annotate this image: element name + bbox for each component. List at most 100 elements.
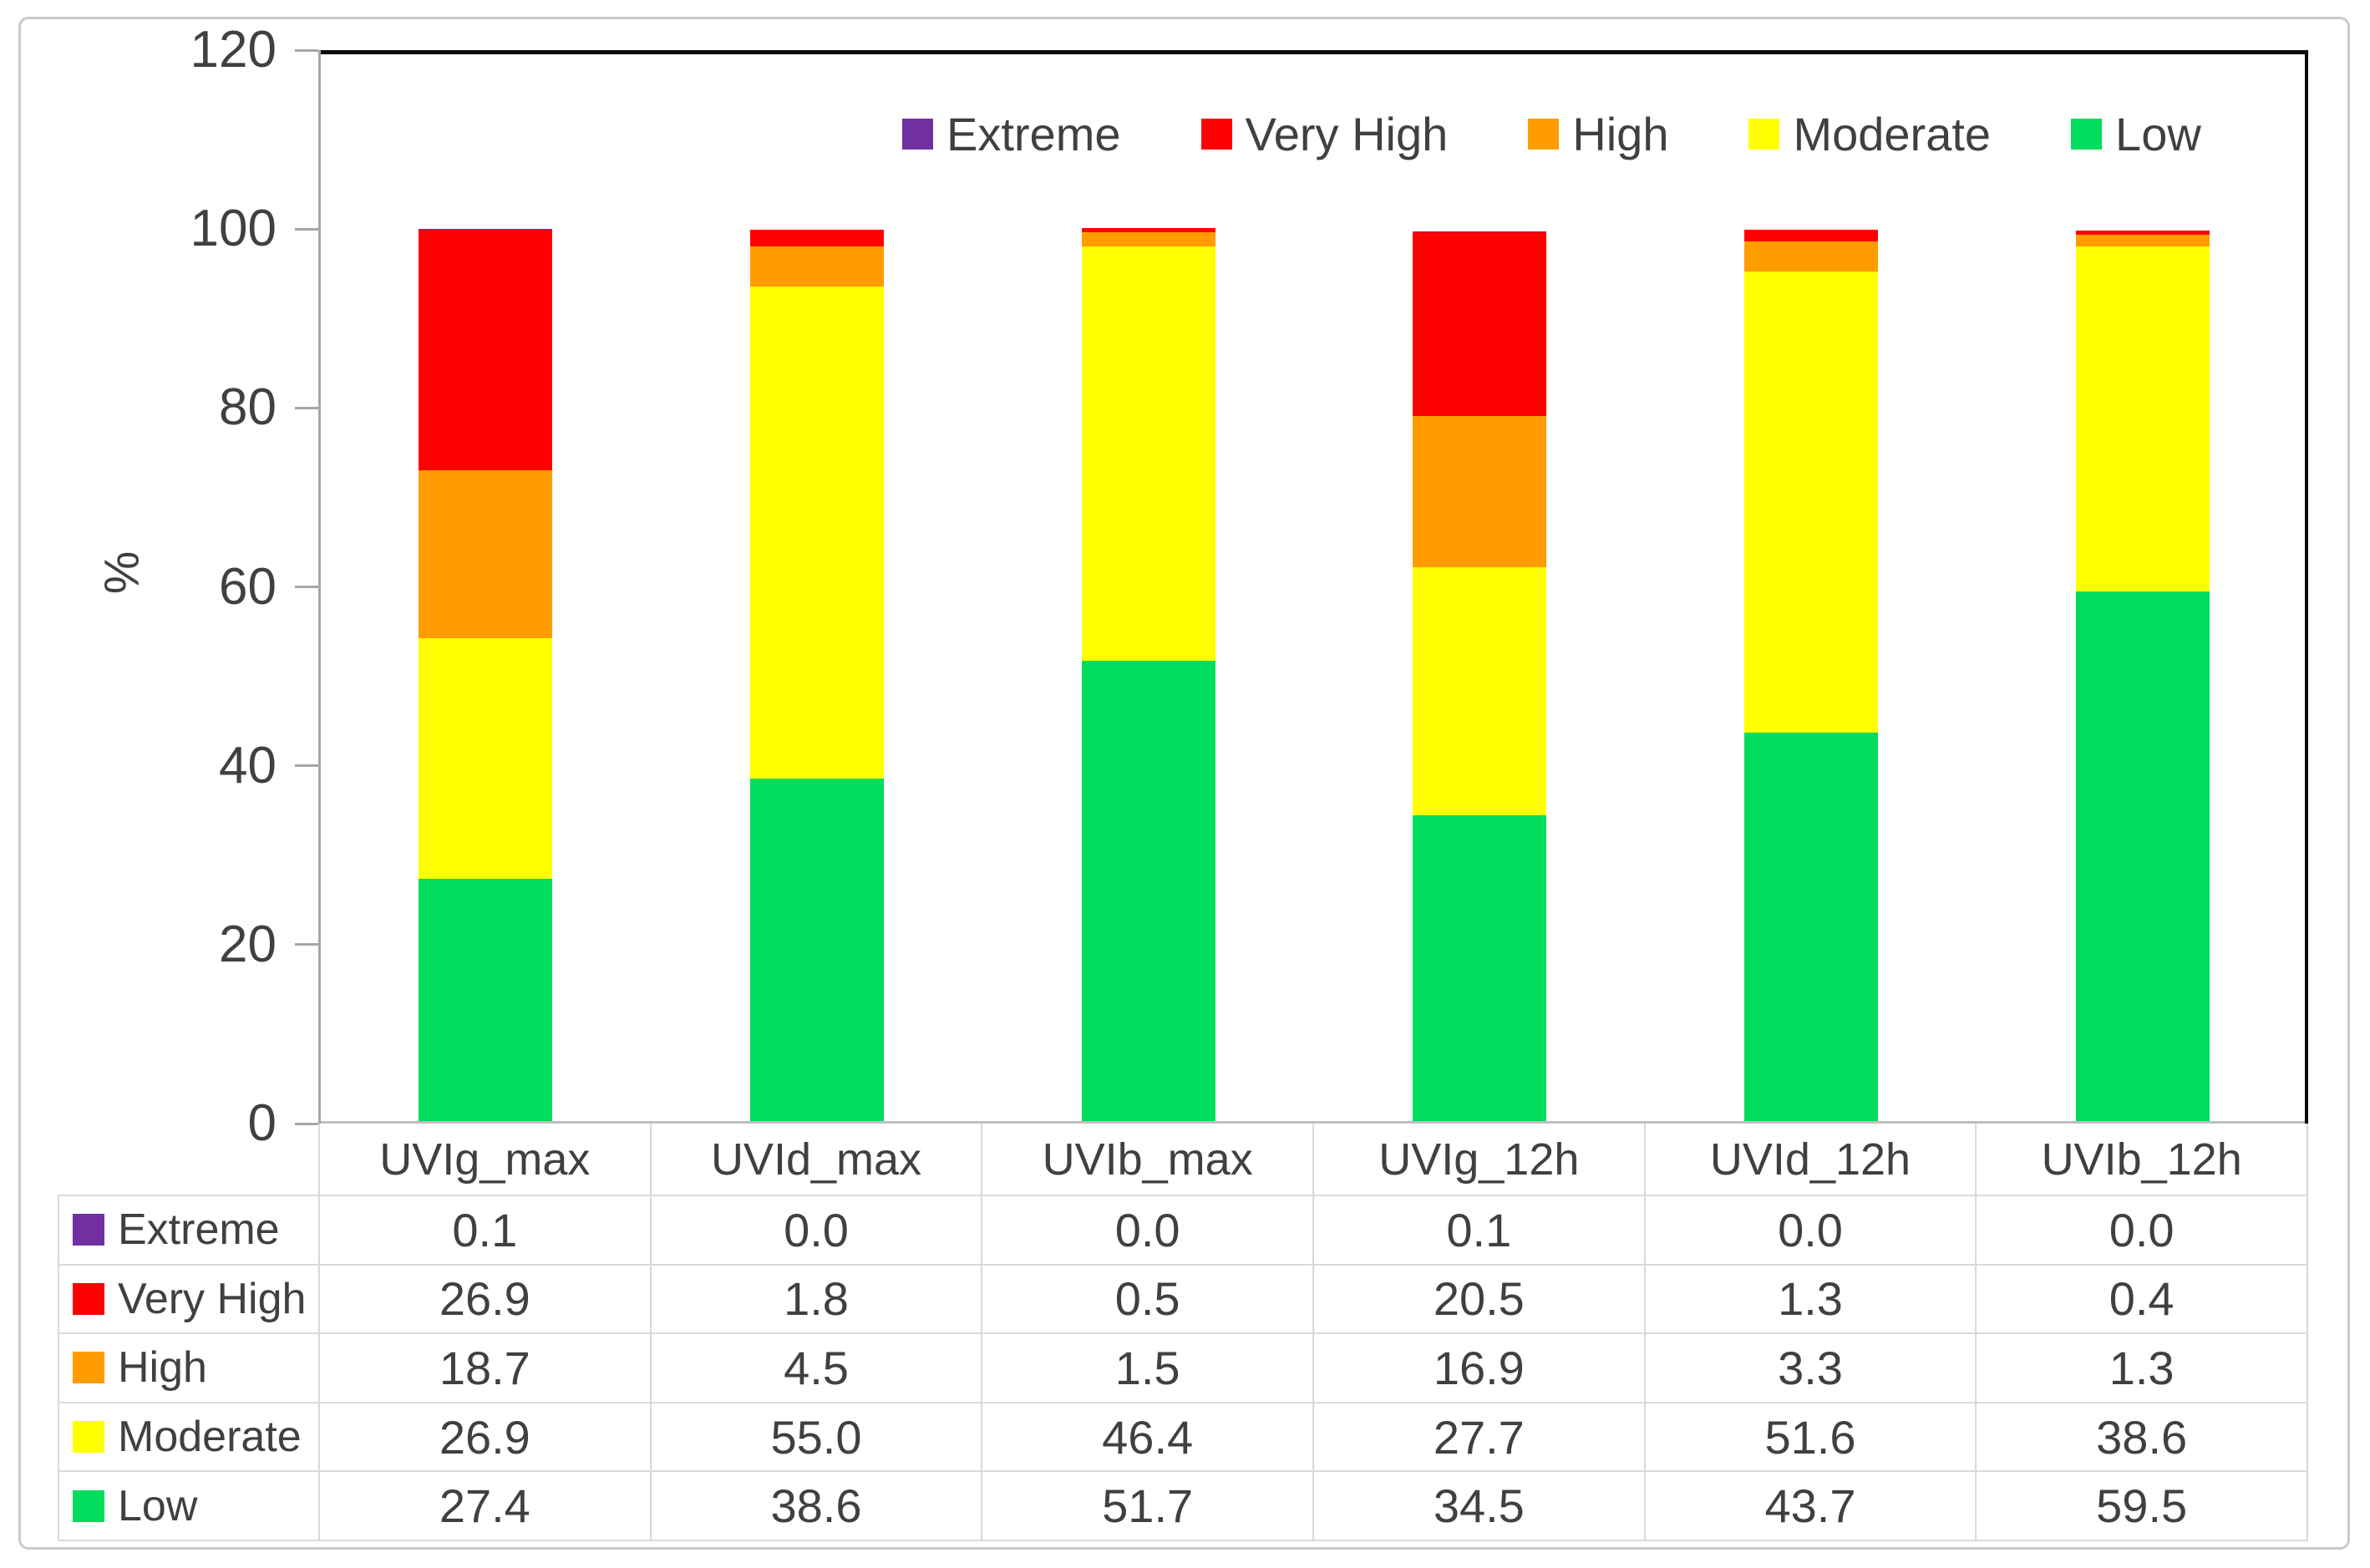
table-value-cell: 26.9 <box>320 1265 652 1335</box>
plot-right-border <box>2305 50 2308 1124</box>
y-axis-tick-label: 0 <box>247 1094 277 1152</box>
table-header-cell: UVIb_12h <box>1977 1124 2308 1196</box>
table-header-cell: UVIg_12h <box>1313 1124 1646 1196</box>
table-value-cell: 59.5 <box>1977 1472 2308 1541</box>
legend-label: Low <box>2115 108 2201 160</box>
bar-segment-very-high <box>1081 228 1215 233</box>
table-value-cell: 26.9 <box>320 1403 652 1473</box>
y-axis-tick-label: 40 <box>219 736 277 794</box>
table-row-label: Low <box>118 1481 198 1530</box>
bar <box>1413 231 1547 1124</box>
table-value-cell: 1.3 <box>1977 1334 2308 1403</box>
y-axis-tick-label: 80 <box>219 378 277 437</box>
bar-segment-high <box>1413 415 1547 567</box>
legend-item: Moderate <box>1748 107 1991 161</box>
table-value-cell: 3.3 <box>1645 1334 1977 1403</box>
legend-label: Very High <box>1245 108 1449 160</box>
table-row-label: Very High <box>118 1274 307 1323</box>
bar-segment-very-high <box>419 230 553 471</box>
table-value-cell: 1.8 <box>651 1265 983 1335</box>
bar-segment-low <box>1413 814 1547 1124</box>
table-row-label: Extreme <box>118 1205 280 1255</box>
table-value-cell: 38.6 <box>1977 1403 2308 1473</box>
y-axis-tick <box>295 227 318 231</box>
table-value-cell: 20.5 <box>1313 1265 1646 1335</box>
bar-segment-moderate <box>419 637 553 879</box>
table-value-cell: 18.7 <box>320 1334 652 1403</box>
table-value-cell: 4.5 <box>651 1334 983 1403</box>
table-value-cell: 27.4 <box>320 1472 652 1541</box>
table-value-cell: 38.6 <box>651 1472 983 1541</box>
y-axis-tick <box>295 48 318 52</box>
bar-segment-moderate <box>1744 271 1878 733</box>
table-value-cell: 46.4 <box>982 1403 1314 1473</box>
y-axis-line <box>318 50 321 1124</box>
row-swatch-icon <box>73 1214 104 1246</box>
table-row-label-cell: Very High <box>58 1265 320 1335</box>
bar-segment-low <box>750 778 884 1124</box>
legend-item: Low <box>2071 107 2201 161</box>
figure-border <box>18 17 2350 1550</box>
table-value-cell: 27.7 <box>1313 1403 1646 1473</box>
bar-segment-moderate <box>1413 566 1547 815</box>
legend-item: Very High <box>1200 107 1449 161</box>
y-axis-tick <box>295 943 318 946</box>
row-swatch-icon <box>73 1421 104 1454</box>
table-value-cell: 0.0 <box>1645 1196 1977 1266</box>
row-swatch-icon <box>73 1489 104 1522</box>
table-corner-cell <box>58 1124 320 1196</box>
table-header-cell: UVIb_max <box>982 1124 1314 1196</box>
table-value-cell: 16.9 <box>1313 1334 1646 1403</box>
bar-segment-very-high <box>2075 231 2210 235</box>
bar-segment-high <box>2075 234 2210 246</box>
table-value-cell: 0.0 <box>1977 1196 2308 1266</box>
table-value-cell: 51.7 <box>982 1472 1314 1541</box>
table-row-label-cell: Extreme <box>58 1196 320 1266</box>
bar <box>1744 230 1878 1124</box>
table-value-cell: 34.5 <box>1313 1472 1646 1541</box>
table-value-cell: 0.1 <box>320 1196 652 1266</box>
bar-segment-extreme <box>419 229 553 231</box>
table-value-cell: 0.0 <box>982 1196 1314 1266</box>
legend-swatch-icon <box>1200 119 1232 150</box>
bar-segment-very-high <box>1413 232 1547 416</box>
legend-item: Extreme <box>902 107 1121 161</box>
bar-segment-high <box>1081 232 1215 246</box>
bar-segment-very-high <box>1744 230 1878 242</box>
table-row-label-cell: High <box>58 1334 320 1403</box>
table-value-cell: 0.4 <box>1977 1265 2308 1335</box>
bar-segment-low <box>1744 733 1878 1124</box>
legend-item: High <box>1528 107 1668 161</box>
legend-swatch-icon <box>902 119 933 150</box>
bar-segment-moderate <box>2075 246 2210 591</box>
table-row-label-cell: Moderate <box>58 1403 320 1473</box>
bar-segment-high <box>1744 241 1878 271</box>
table-value-cell: 55.0 <box>651 1403 983 1473</box>
y-axis-tick <box>295 406 318 409</box>
table-value-cell: 0.0 <box>651 1196 983 1266</box>
table-header-cell: UVId_12h <box>1645 1124 1977 1196</box>
legend-label: High <box>1572 108 1669 160</box>
table-value-cell: 0.5 <box>982 1265 1314 1335</box>
y-axis-tick-label: 20 <box>219 915 277 973</box>
legend-swatch-icon <box>1528 119 1560 150</box>
data-table: UVIg_max UVId_max UVIb_max UVIg_12h UVId_12h… <box>58 1124 2308 1541</box>
bar-segment-moderate <box>1081 246 1215 662</box>
bar-segment-extreme <box>1413 231 1547 233</box>
legend-swatch-icon <box>1748 119 1780 150</box>
bar-segment-high <box>750 246 884 287</box>
bar-segment-low <box>419 878 553 1124</box>
plot-area: 0 20 40 60 80 100 120 <box>190 21 2308 1152</box>
table-header-cell: UVIg_max <box>320 1124 652 1196</box>
legend-label: Extreme <box>946 108 1121 160</box>
table-row-label-cell: Low <box>58 1472 320 1541</box>
bar <box>1081 228 1215 1124</box>
y-axis-tick <box>295 764 318 768</box>
table-value-cell: 43.7 <box>1645 1472 1977 1541</box>
table-row-label: Moderate <box>118 1413 302 1462</box>
bar-segment-moderate <box>750 286 884 779</box>
bar-segment-low <box>1081 661 1215 1124</box>
table-row-label: High <box>118 1343 207 1393</box>
table-value-cell: 1.3 <box>1645 1265 1977 1335</box>
table-value-cell: 0.1 <box>1313 1196 1646 1266</box>
